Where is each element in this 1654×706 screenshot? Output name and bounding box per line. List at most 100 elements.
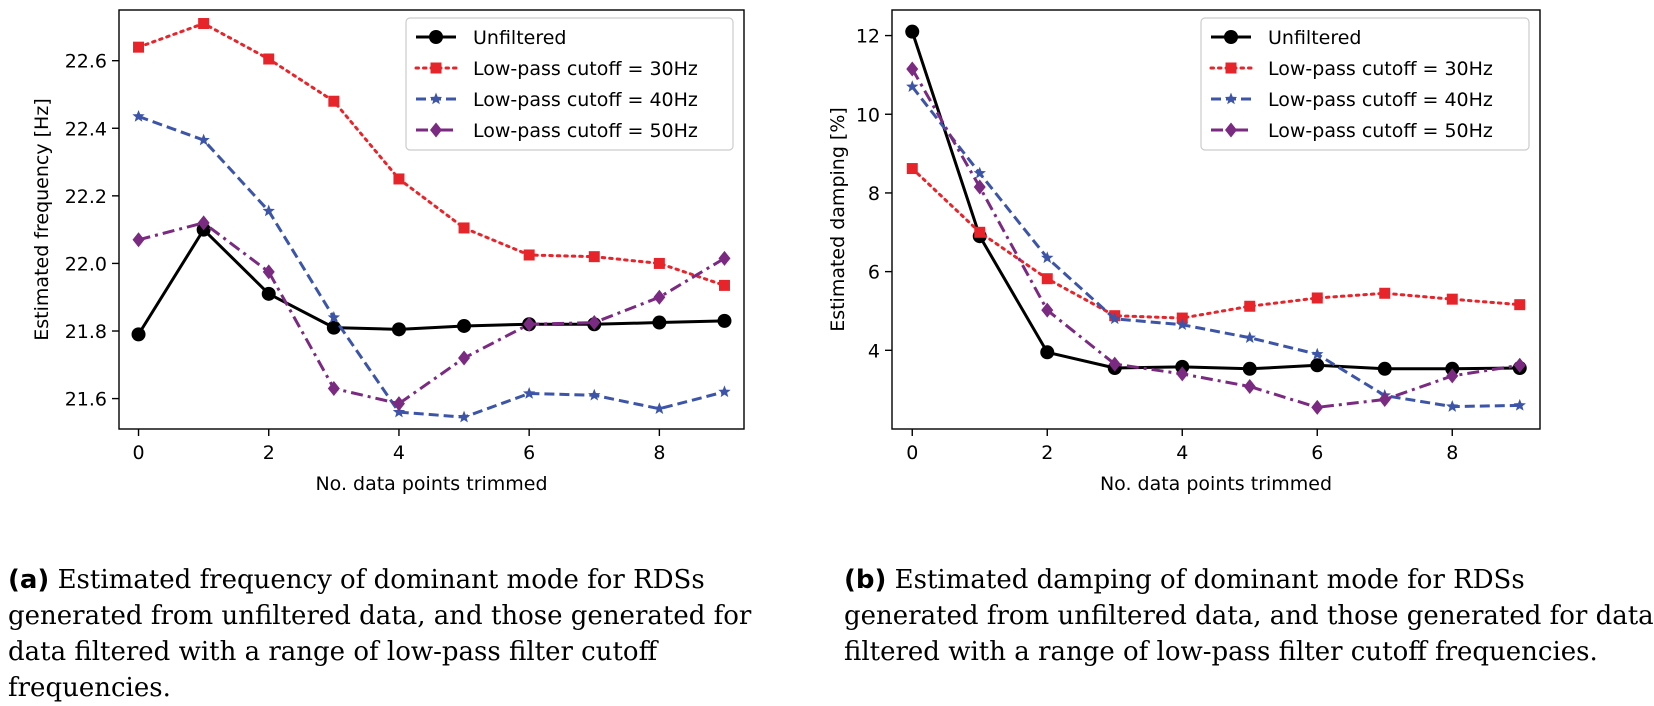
data-point [457, 318, 472, 333]
data-point [906, 61, 919, 77]
data-point [261, 286, 276, 301]
data-point [522, 387, 536, 399]
data-point [905, 24, 920, 39]
series-4 [132, 215, 731, 412]
data-point [588, 315, 601, 331]
data-point [391, 322, 406, 337]
legend-label: Low-pass cutoff = 40Hz [1268, 89, 1493, 111]
series-3 [132, 109, 731, 423]
legend-label: Low-pass cutoff = 30Hz [1268, 58, 1493, 80]
panel-b-damping: 0 2 4 6 8 4 6 8 10 12 No. data points trimmed Estim… [826, 0, 1654, 692]
legend: Unfiltered Low-pass cutoff = 30Hz Low-pass… [405, 17, 734, 151]
data-point [458, 350, 471, 366]
data-point [197, 215, 210, 231]
caption-b-text: Estimated damping of dominant mode for R… [844, 565, 1654, 667]
data-point [1446, 368, 1459, 384]
data-point [1242, 361, 1257, 376]
y-tick-label: 6 [868, 262, 880, 284]
series-4 [906, 61, 1526, 415]
x-tick-label: 0 [132, 442, 144, 464]
series-line [910, 68, 1520, 409]
legend-marker [429, 92, 443, 105]
y-tick-label: 22.4 [65, 118, 107, 140]
data-point [652, 315, 667, 330]
data-point [131, 327, 146, 342]
legend-marker [1225, 122, 1237, 138]
legend-label: Low-pass cutoff = 50Hz [473, 120, 698, 142]
data-point [327, 310, 341, 323]
legend-box [1200, 17, 1530, 151]
data-point [1513, 398, 1526, 411]
series-2 [906, 163, 1526, 324]
y-axis-label: Estimated damping [%] [827, 107, 849, 332]
data-point [1446, 293, 1458, 305]
data-point [1176, 366, 1189, 382]
x-tick-label: 4 [1176, 442, 1188, 464]
y-tick-label: 4 [868, 340, 880, 362]
y-tick-label: 10 [856, 104, 880, 126]
data-point [653, 402, 666, 414]
data-point [718, 279, 730, 291]
caption-a-text: Estimated frequency of dominant mode for… [8, 565, 752, 703]
data-point [1040, 345, 1055, 360]
data-point [973, 179, 986, 195]
data-point [197, 133, 210, 146]
data-point [392, 405, 406, 418]
plot-frame [118, 9, 745, 430]
x-tick-label: 6 [523, 442, 535, 464]
data-point [1310, 358, 1325, 373]
data-point [1108, 356, 1121, 372]
plot-frame [891, 9, 1541, 430]
data-point [393, 173, 405, 185]
y-tick-label: 22.6 [65, 51, 107, 73]
data-point [1311, 347, 1324, 360]
data-point [132, 109, 145, 122]
data-point [523, 249, 535, 261]
data-point [1514, 299, 1526, 311]
data-point [973, 166, 986, 179]
data-point [1311, 292, 1323, 304]
data-point [328, 95, 340, 107]
legend-marker [1224, 92, 1238, 105]
data-point [458, 222, 470, 234]
caption-a: (a) Estimated frequency of dominant mode… [8, 562, 816, 706]
y-tick-label: 22.0 [65, 253, 107, 275]
data-point [1176, 318, 1189, 330]
data-point [198, 18, 210, 30]
data-point [588, 251, 600, 263]
damping-chart: 0 2 4 6 8 4 6 8 10 12 No. data points trimmed Estim… [827, 9, 1541, 495]
legend-label: Unfiltered [473, 27, 566, 49]
data-point [653, 289, 666, 305]
series-line [910, 31, 1520, 371]
panel-a-frequency: 0 2 4 6 8 21.6 21.8 22.0 22.2 22.4 22.6 No. data po… [0, 0, 820, 703]
y-tick-label: 12 [856, 26, 880, 48]
x-tick-label: 4 [393, 442, 405, 464]
x-tick-label: 2 [1041, 442, 1053, 464]
data-point [1041, 302, 1054, 318]
data-point [718, 385, 731, 398]
data-point [1243, 331, 1256, 343]
frequency-chart: 0 2 4 6 8 21.6 21.8 22.0 22.2 22.4 22.6 No. data po… [31, 9, 745, 495]
data-point [262, 264, 275, 280]
data-point [717, 313, 732, 328]
caption-b: (b) Estimated damping of dominant mode f… [844, 562, 1654, 670]
legend: Unfiltered Low-pass cutoff = 30Hz Low-pass… [1200, 17, 1530, 151]
data-point [588, 388, 601, 401]
data-point [1176, 312, 1188, 324]
x-tick-label: 8 [1446, 442, 1458, 464]
series-line [911, 85, 1520, 409]
x-axis-label: No. data points trimmed [1100, 473, 1332, 495]
data-point [327, 380, 340, 396]
series-2 [133, 18, 730, 291]
legend-marker [1224, 30, 1238, 44]
data-point [1378, 391, 1391, 407]
legend-marker [1225, 62, 1237, 74]
series-line [138, 221, 726, 406]
y-tick-label: 8 [868, 183, 880, 205]
data-point [1108, 312, 1121, 325]
legend-label: Low-pass cutoff = 40Hz [473, 89, 698, 111]
data-point [1244, 300, 1256, 312]
data-point [263, 53, 275, 65]
data-point [1311, 399, 1324, 415]
data-point [133, 41, 145, 53]
